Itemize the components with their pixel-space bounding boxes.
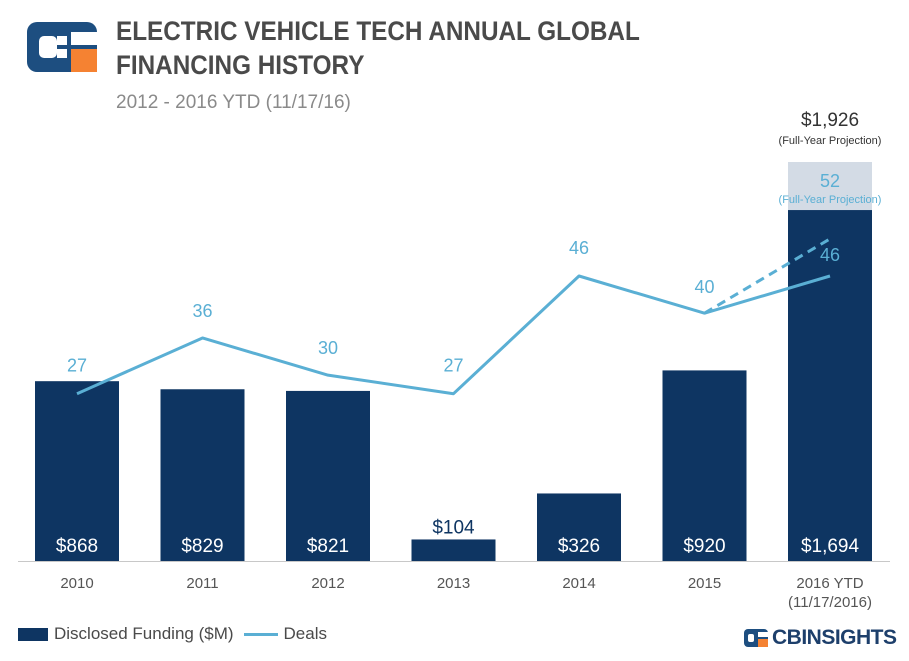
bar-value-label: $829	[181, 536, 223, 557]
projection-funding-note: (Full-Year Projection)	[779, 135, 882, 147]
bar-value-label: $821	[307, 536, 349, 557]
deals-value-label: 46	[569, 238, 589, 258]
legend-deals-label: Deals	[283, 624, 327, 643]
deals-value-label: 36	[192, 301, 212, 321]
cb-insights-small-logo-icon	[744, 629, 768, 647]
bar-value-label: $326	[558, 536, 600, 557]
deals-value-label: 27	[443, 356, 463, 376]
projection-deals-label: 52	[820, 171, 840, 191]
bar-2013	[411, 539, 496, 561]
bar-2010	[35, 381, 119, 561]
bar-2012	[286, 390, 370, 561]
bar-value-label: $104	[432, 517, 475, 538]
projection-funding-label: $1,926	[801, 110, 859, 131]
legend-deals-swatch	[243, 632, 278, 636]
x-tick-label: 2011	[186, 575, 218, 592]
x-tick-label: 2015	[688, 575, 721, 592]
deals-value-label: 40	[694, 277, 714, 297]
legend-funding-label: Disclosed Funding ($M)	[54, 624, 234, 643]
bar-2015	[662, 370, 747, 561]
x-tick-label: 2013	[437, 575, 470, 592]
legend-funding-swatch	[18, 627, 48, 641]
bar-2016-ytd	[788, 210, 872, 561]
deals-value-label: 27	[67, 356, 87, 376]
x-tick-label: 2016 YTD	[796, 575, 863, 592]
bar-2011	[160, 389, 245, 561]
bar-2014	[537, 493, 621, 561]
x-tick-label: 2012	[311, 575, 344, 592]
x-tick-sublabel: (11/17/2016)	[788, 594, 872, 611]
bar-value-label: $1,694	[801, 536, 860, 557]
x-tick-label: 2010	[60, 575, 93, 592]
cb-insights-brand: CBINSIGHTS	[744, 625, 897, 651]
bar-value-label: $920	[683, 536, 725, 557]
chart-subtitle: 2012 - 2016 YTD (11/17/16)	[116, 92, 351, 113]
brand-name: CBINSIGHTS	[772, 626, 897, 649]
projection-deals-note: (Full-Year Projection)	[779, 194, 882, 206]
deals-value-label: 30	[318, 338, 338, 358]
deals-value-label: 46	[820, 245, 840, 265]
x-tick-label: 2014	[562, 575, 595, 592]
deals-projection-line	[703, 237, 831, 315]
cb-insights-logo	[27, 22, 97, 72]
chart-legend: Disclosed Funding ($M) Deals	[18, 623, 327, 645]
chart-title: ELECTRIC VEHICLE TECH ANNUAL GLOBAL FINA…	[116, 16, 640, 80]
bar-value-label: $868	[56, 536, 98, 557]
